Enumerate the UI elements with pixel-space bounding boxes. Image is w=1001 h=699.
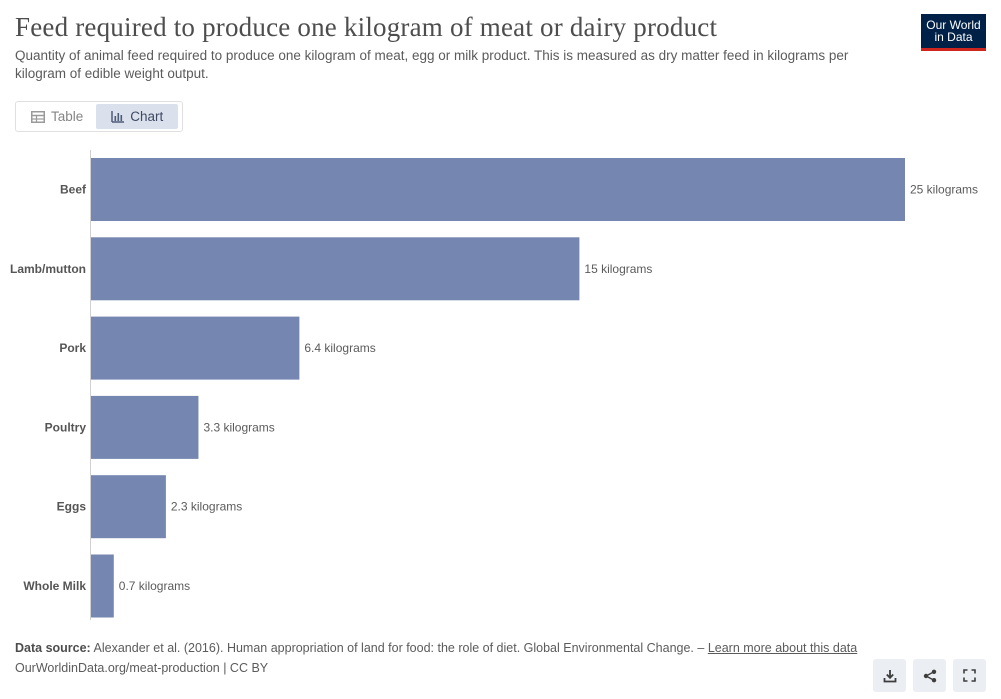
category-label: Beef: [60, 183, 87, 197]
logo-line-2: in Data: [934, 30, 973, 44]
table-icon: [31, 110, 45, 123]
bar[interactable]: [91, 237, 580, 301]
bar[interactable]: [91, 158, 905, 221]
category-label: Eggs: [57, 500, 87, 514]
download-icon: [883, 669, 896, 682]
url-license: OurWorldinData.org/meat-production | CC …: [15, 661, 269, 675]
category-label: Whole Milk: [23, 579, 86, 593]
value-label: 25 kilograms: [910, 183, 978, 197]
chart-subtitle: Quantity of animal feed required to prod…: [15, 48, 849, 81]
category-label: Lamb/mutton: [10, 262, 86, 276]
source-line: Data source: Alexander et al. (2016). Hu…: [15, 640, 865, 656]
fullscreen-button[interactable]: [953, 659, 986, 692]
download-button[interactable]: [873, 659, 906, 692]
bar[interactable]: [91, 475, 166, 539]
bar[interactable]: [91, 554, 114, 618]
chart-actions: [873, 659, 986, 692]
bar-chart: Beef 25 kilograms Lamb/mutton 15 kilograms P…: [10, 150, 978, 620]
share-icon: [923, 669, 936, 682]
value-label: 2.3 kilograms: [171, 500, 242, 514]
logo-line-1: Our World: [926, 18, 981, 32]
owid-logo[interactable]: Our World in Data: [921, 14, 986, 51]
source-label: Data source:: [15, 641, 91, 655]
value-label: 15 kilograms: [584, 262, 652, 276]
tab-table[interactable]: Table: [18, 104, 96, 129]
value-label: 0.7 kilograms: [119, 579, 190, 593]
chart-title: Feed required to produce one kilogram of…: [15, 12, 718, 42]
category-label: Pork: [59, 341, 86, 355]
bar[interactable]: [91, 395, 199, 459]
tab-table-label: Table: [51, 109, 84, 124]
category-label: Poultry: [45, 420, 87, 434]
view-tabs: Table Chart: [15, 101, 183, 132]
bar[interactable]: [91, 316, 300, 380]
chart-icon: [111, 110, 125, 123]
tab-chart-label: Chart: [130, 109, 164, 124]
source-text: Alexander et al. (2016). Human appropria…: [93, 641, 705, 655]
value-label: 6.4 kilograms: [304, 341, 375, 355]
chart-footer: Data source: Alexander et al. (2016). Hu…: [15, 640, 865, 676]
learn-more-link[interactable]: Learn more about this data: [707, 641, 858, 655]
tab-chart[interactable]: Chart: [96, 104, 179, 129]
share-button[interactable]: [913, 659, 946, 692]
fullscreen-icon: [963, 669, 976, 682]
value-label: 3.3 kilograms: [203, 420, 274, 434]
